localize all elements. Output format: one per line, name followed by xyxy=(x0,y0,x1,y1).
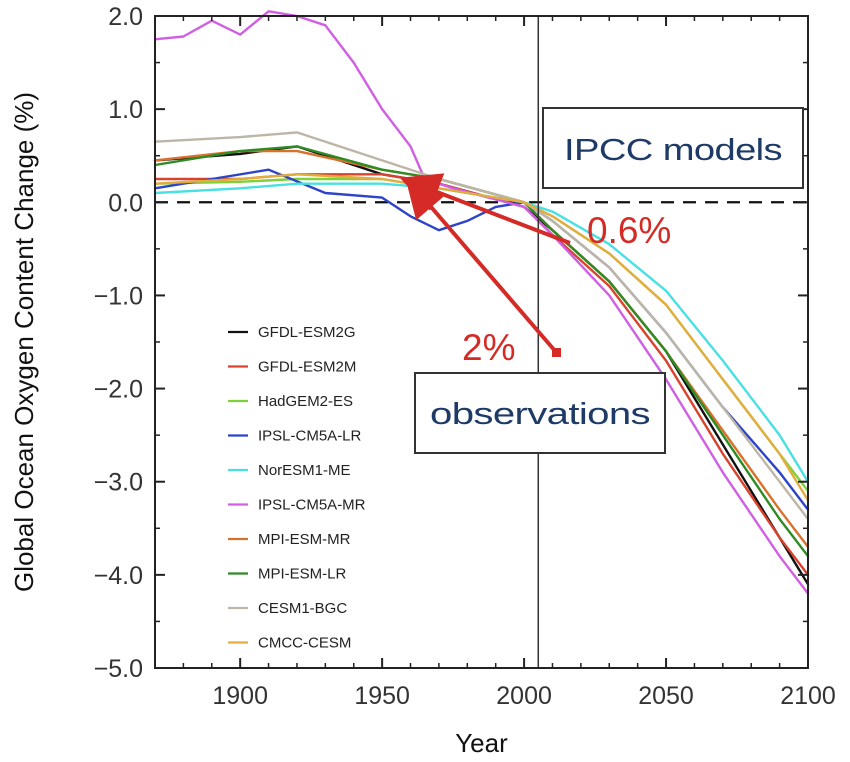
y-tick-label: −1.0 xyxy=(94,282,143,310)
ipcc-models-box xyxy=(542,107,804,189)
y-tick-label: −3.0 xyxy=(94,469,143,497)
y-tick-label: 1.0 xyxy=(108,96,143,124)
chart-legend: GFDL-ESM2G GFDL-ESM2M HadGEM2-ES IPSL-CM5A-… xyxy=(228,324,366,652)
x-tick-label: 2050 xyxy=(638,682,694,710)
observations-box xyxy=(414,372,666,454)
y-tick-label: 2.0 xyxy=(108,3,143,31)
y-axis-title: Global Ocean Oxygen Content Change (%) xyxy=(9,92,39,592)
ipcc-models-label: IPCC models xyxy=(564,132,782,167)
x-tick-label: 1950 xyxy=(354,682,410,710)
y-tick-label: −2.0 xyxy=(94,376,143,404)
legend-label: NorESM1-ME xyxy=(258,462,351,479)
legend-label: CESM1-BGC xyxy=(258,600,347,617)
legend-label: GFDL-ESM2G xyxy=(258,324,356,341)
x-tick-label: 2000 xyxy=(496,682,552,710)
models-arrow xyxy=(399,173,571,245)
observations-change-value: 2% xyxy=(462,327,515,368)
models-change-value: 0.6% xyxy=(587,210,671,251)
legend-label: MPI-ESM-LR xyxy=(258,566,347,583)
y-tick-label: −4.0 xyxy=(94,562,143,590)
legend-label: IPSL-CM5A-LR xyxy=(258,428,362,445)
legend-label: IPSL-CM5A-MR xyxy=(258,497,366,514)
legend-label: CMCC-CESM xyxy=(258,635,351,652)
y-tick-label: 0.0 xyxy=(108,189,143,217)
legend-label: MPI-ESM-MR xyxy=(258,531,351,548)
x-tick-label: 2100 xyxy=(780,682,836,710)
observations-arrow xyxy=(405,176,558,354)
y-tick-label: −5.0 xyxy=(94,655,143,683)
x-axis-title: Year xyxy=(455,728,508,758)
legend-label: GFDL-ESM2M xyxy=(258,359,356,376)
chart-annotations: IPCC models 0.6% observations 2% xyxy=(399,107,804,454)
chart-axes: 2.0 1.0 0.0 −1.0 −2.0 −3.0 −4.0 −5.0 1900 1950 200… xyxy=(9,3,836,758)
x-tick-label: 1900 xyxy=(212,682,268,710)
legend-label: HadGEM2-ES xyxy=(258,393,353,410)
observations-label: observations xyxy=(430,396,650,431)
observations-arrow-tail xyxy=(552,348,561,357)
